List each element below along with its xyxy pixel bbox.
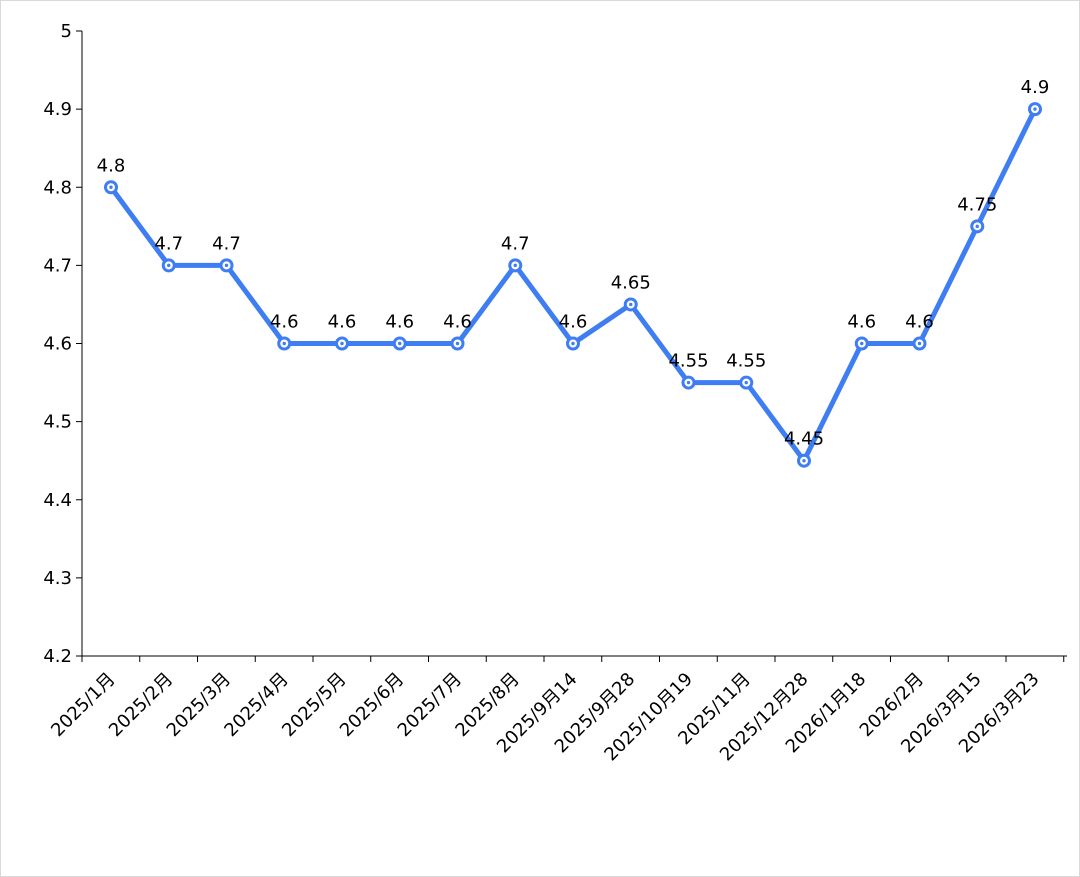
data-point-center: [224, 263, 229, 268]
data-label: 4.65: [611, 272, 651, 293]
data-label: 4.55: [726, 351, 766, 372]
data-label: 4.6: [559, 312, 588, 333]
y-tick-label: 4.6: [43, 334, 72, 355]
data-point-center: [571, 341, 575, 346]
y-tick-label: 4.7: [43, 255, 72, 276]
data-label: 4.9: [1021, 77, 1050, 98]
data-label: 4.55: [668, 351, 708, 372]
series-layer: [104, 102, 1042, 468]
y-tick-label: 4.5: [43, 412, 72, 433]
labels-layer: 2025/1月2025/2月2025/3月2025/4月2025/5月2025/…: [47, 77, 1049, 765]
data-label: 4.75: [957, 194, 997, 215]
data-point-center: [109, 185, 113, 189]
data-point-center: [860, 341, 864, 346]
y-tick-label: 4.4: [43, 490, 72, 511]
data-point-center: [340, 341, 344, 346]
y-tick-label: 5: [61, 21, 72, 42]
data-label: 4.7: [154, 233, 183, 254]
data-label: 4.7: [212, 233, 241, 254]
data-label: 4.6: [905, 312, 934, 333]
series-line: [108, 106, 1038, 464]
data-point-center: [1033, 107, 1037, 111]
data-point-center: [975, 224, 979, 229]
data-point-center: [686, 380, 691, 385]
data-point-center: [455, 341, 460, 346]
y-tick-label: 4.9: [43, 99, 72, 120]
data-label: 4.6: [385, 312, 414, 333]
data-point-center: [513, 263, 517, 268]
data-label: 4.45: [784, 429, 824, 450]
data-point-center: [398, 341, 402, 346]
data-label: 4.6: [847, 312, 876, 333]
axes-layer: 4.2 4.3 4.4 4.5 4.6 4.7 4.8 4.9 5: [43, 21, 1067, 667]
data-label: 4.6: [270, 312, 299, 333]
data-point-center: [282, 341, 286, 346]
data-label: 4.7: [501, 233, 530, 254]
data-point-center: [744, 380, 748, 385]
data-point-center: [917, 341, 922, 346]
data-label: 4.6: [443, 312, 472, 333]
data-label: 4.6: [328, 312, 357, 333]
data-point-center: [629, 302, 633, 307]
data-point-center: [802, 458, 806, 463]
y-tick-label: 4.8: [43, 177, 72, 198]
y-tick-label: 4.2: [43, 646, 72, 667]
y-tick-label: 4.3: [43, 568, 72, 589]
data-point-center: [167, 263, 171, 268]
data-label: 4.8: [97, 155, 126, 176]
